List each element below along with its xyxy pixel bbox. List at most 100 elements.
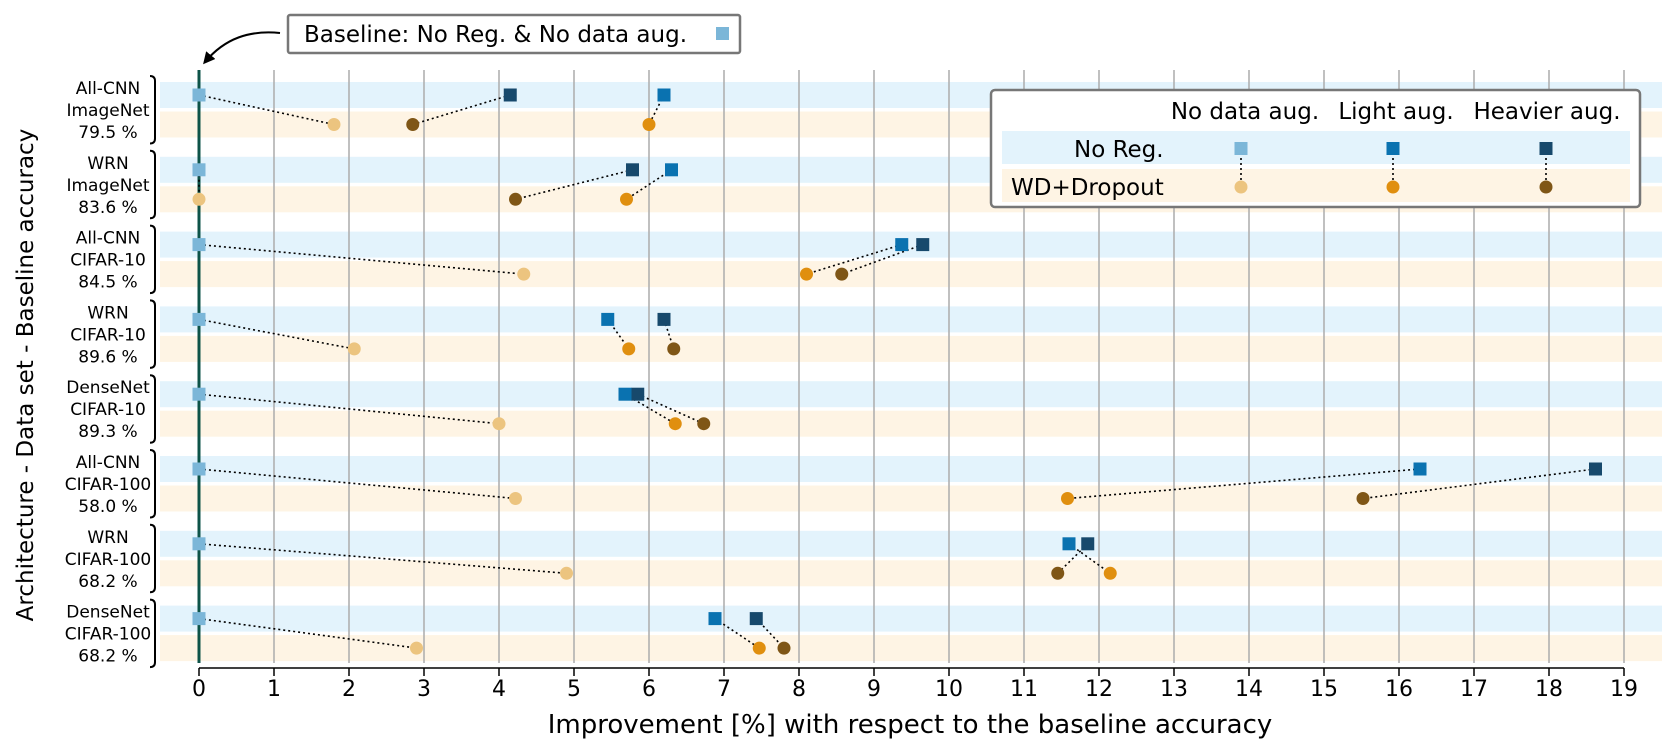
marker-no-reg [192, 163, 206, 177]
legend-col-light: Light aug. [1338, 99, 1453, 125]
x-tick-label: 12 [1085, 677, 1113, 702]
legend-row-wd: WD+Dropout [1011, 175, 1164, 201]
marker-wd-dropout [697, 417, 711, 431]
row-label-arch: WRN [87, 528, 128, 548]
marker-wd-dropout [192, 192, 206, 206]
band-noreg [160, 381, 1662, 408]
marker-wd-dropout [777, 641, 791, 655]
marker-no-reg [749, 612, 763, 626]
band-noreg [160, 231, 1662, 258]
marker-wd-dropout [327, 118, 341, 131]
row-label-arch: All-CNN [76, 453, 141, 473]
marker-no-reg [601, 312, 615, 326]
x-tick-label: 1 [267, 677, 281, 702]
marker-wd-dropout [406, 118, 420, 131]
x-tick-label: 8 [792, 677, 806, 702]
row-label-arch: WRN [87, 154, 128, 174]
baseline-callout-box [286, 13, 742, 55]
marker-wd-dropout [509, 192, 522, 206]
row-label-baseline: 84.5 % [78, 273, 137, 293]
marker-wd-dropout [1061, 492, 1074, 505]
marker-no-reg [192, 537, 206, 551]
row-label-baseline: 58.0 % [78, 497, 137, 517]
marker-no-reg [192, 88, 206, 102]
legend-band-noreg [1002, 131, 1630, 164]
row-brace [149, 523, 156, 594]
marker-wd-dropout [410, 641, 423, 655]
row-brace [149, 299, 156, 369]
marker-no-reg [192, 387, 206, 401]
row-brace [149, 224, 156, 295]
connector-heavy [412, 94, 511, 126]
legend-band-wd [1002, 169, 1630, 202]
row-label-baseline: 89.6 % [78, 347, 137, 367]
marker-wd-dropout [800, 267, 813, 281]
x-tick-label: 0 [192, 677, 206, 702]
marker-wd-dropout [509, 492, 522, 505]
marker-wd-dropout [560, 566, 573, 580]
row-brace [149, 149, 156, 220]
x-tick-label: 5 [567, 677, 581, 702]
marker-no-reg [192, 612, 206, 626]
connector-heavy [1362, 468, 1596, 500]
marker-no-reg [1062, 537, 1076, 551]
connector-none [198, 543, 567, 575]
marker-wd-dropout [1356, 492, 1370, 505]
marker-no-reg [503, 88, 517, 102]
connector-heavy [1057, 543, 1089, 574]
connector-heavy [841, 243, 924, 275]
legend-marker-noreg [1234, 142, 1248, 155]
x-tick-label: 15 [1310, 677, 1338, 702]
connector-light [714, 617, 760, 649]
marker-no-reg [631, 387, 645, 401]
band-noreg [160, 306, 1662, 333]
row-label-dataset: CIFAR-100 [65, 625, 151, 645]
marker-wd-dropout [622, 342, 636, 356]
connector-none [198, 393, 500, 425]
row-label-arch: All-CNN [76, 229, 141, 249]
band-wd [160, 335, 1662, 362]
row-label-dataset: ImageNet [66, 176, 149, 196]
x-tick-label: 13 [1160, 677, 1188, 702]
marker-no-reg [708, 612, 722, 626]
x-tick-label: 14 [1235, 677, 1263, 702]
x-tick-labels: 0 1 2 3 4 5 6 7 8 9 10 11 12 13 14 15 16 17 18 19 [192, 667, 1638, 702]
baseline-callout: Baseline: No Reg. & No data aug. [203, 13, 742, 65]
marker-no-reg [192, 312, 206, 326]
x-tick-label: 10 [935, 677, 963, 702]
row-label-arch: All-CNN [76, 79, 141, 99]
marker-wd-dropout [1051, 566, 1065, 580]
x-tick-label: 7 [717, 677, 731, 702]
band-wd [160, 485, 1662, 512]
marker-no-reg [618, 387, 632, 401]
connector-none [198, 243, 524, 275]
marker-wd-dropout [1103, 566, 1117, 580]
x-tick-label: 2 [342, 677, 356, 702]
connector-lines [198, 94, 1596, 649]
row-label-arch: DenseNet [66, 603, 150, 623]
x-tick-label: 3 [417, 677, 431, 702]
row-label-dataset: CIFAR-100 [65, 475, 151, 495]
row-label-baseline: 83.6 % [78, 198, 137, 218]
marker-no-reg [657, 312, 671, 326]
row-label-baseline: 68.2 % [78, 572, 137, 592]
row-brace [149, 75, 156, 145]
connector-none [198, 617, 417, 649]
connector-heavy [637, 393, 705, 425]
row-brace [149, 449, 156, 519]
band-wd [160, 560, 1662, 587]
baseline-callout-text: Baseline: No Reg. & No data aug. [304, 22, 687, 48]
marker-wd-dropout [668, 417, 682, 431]
x-tick-label: 11 [1010, 677, 1038, 702]
row-label-dataset: CIFAR-10 [70, 325, 146, 345]
marker-wd-dropout [752, 641, 766, 655]
band-wd [160, 635, 1662, 662]
x-tick-label: 16 [1385, 677, 1413, 702]
marker-no-reg [192, 462, 206, 476]
legend-markers [1234, 142, 1553, 194]
marker-wd-dropout [620, 192, 633, 206]
connector-heavy [515, 169, 633, 201]
marker-wd-dropout [492, 417, 506, 431]
connector-none [198, 94, 335, 126]
